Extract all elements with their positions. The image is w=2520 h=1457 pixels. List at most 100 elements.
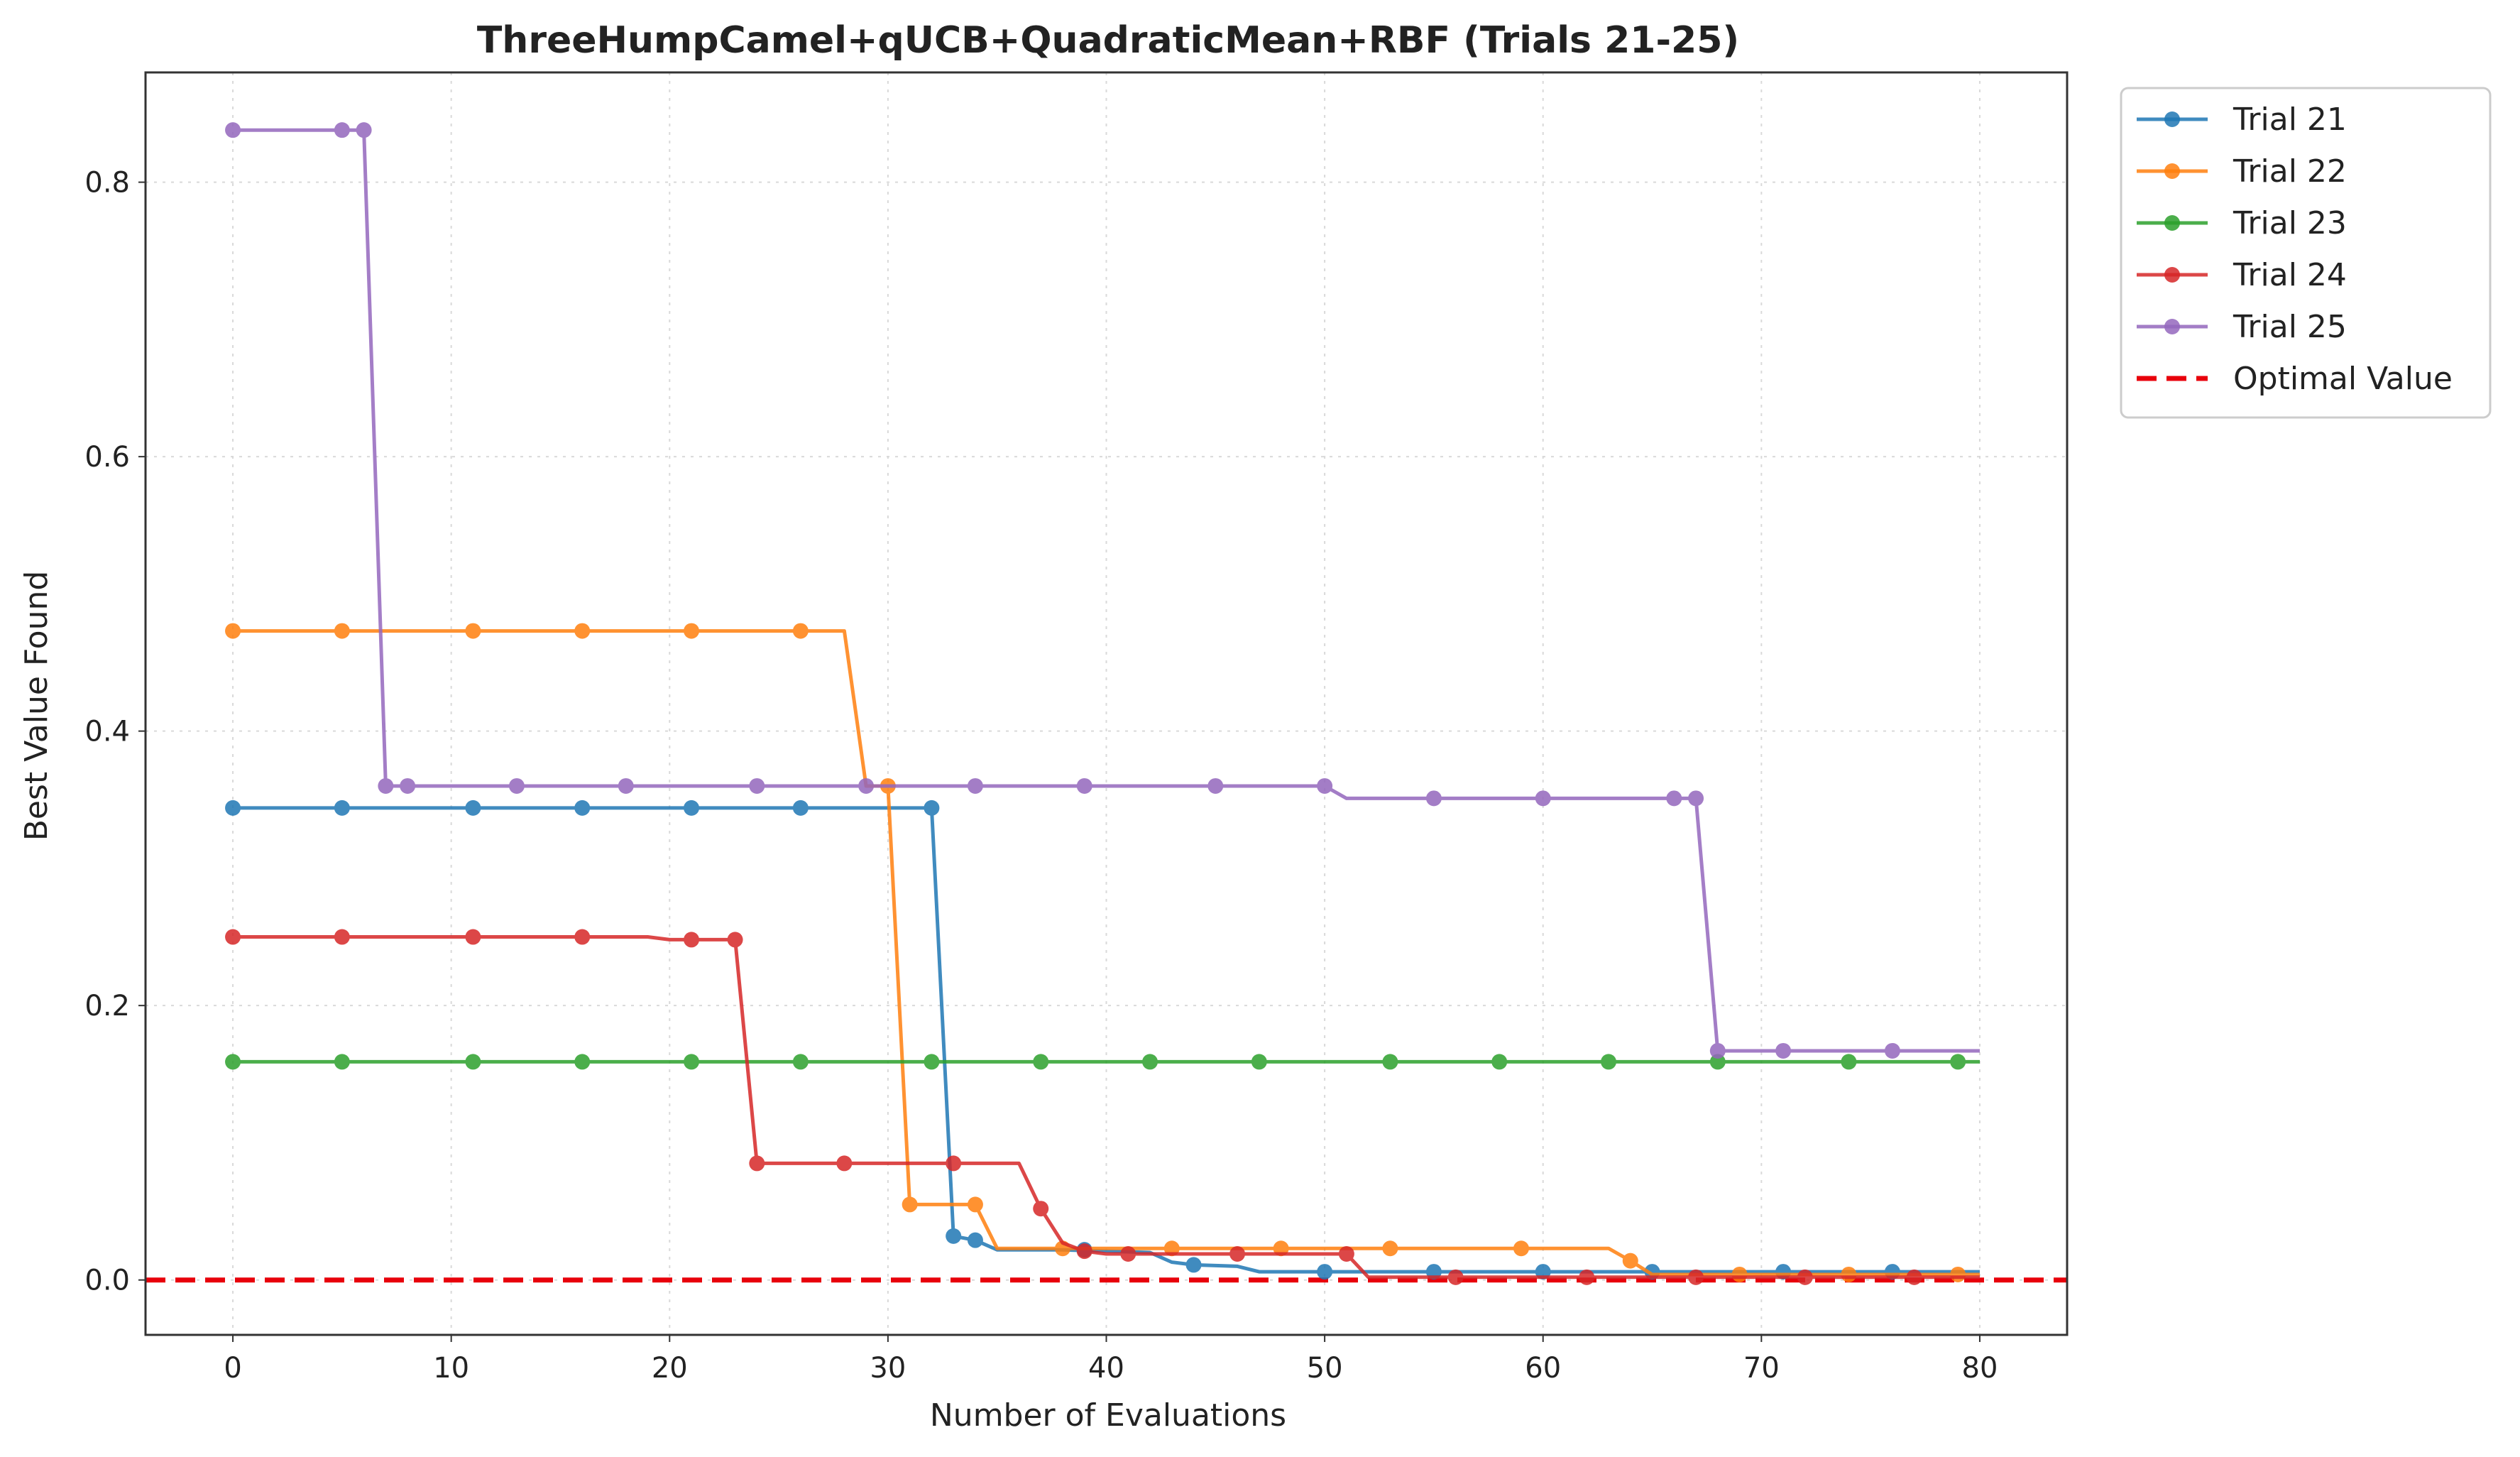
data-point xyxy=(1033,1054,1049,1070)
data-point xyxy=(574,929,591,945)
y-tick-label: 0.0 xyxy=(84,1265,130,1297)
y-axis-label: Best Value Found xyxy=(18,571,55,841)
data-point xyxy=(1317,777,1333,794)
data-point xyxy=(334,929,350,945)
data-point xyxy=(749,1155,765,1172)
data-point xyxy=(334,800,350,816)
data-point xyxy=(225,623,241,639)
data-point xyxy=(1076,1243,1092,1260)
data-point xyxy=(1841,1054,1857,1070)
y-tick-label: 0.2 xyxy=(84,990,130,1022)
data-point xyxy=(1709,1042,1726,1059)
series-trial-24 xyxy=(225,929,1980,1285)
data-point xyxy=(1797,1269,1813,1285)
data-point xyxy=(1688,1269,1704,1285)
series-line xyxy=(233,128,1980,1053)
y-tick-label: 0.6 xyxy=(84,441,130,474)
data-point xyxy=(858,777,875,794)
data-point xyxy=(1491,1054,1508,1070)
x-tick-label: 30 xyxy=(870,1352,906,1385)
x-tick-label: 20 xyxy=(652,1352,688,1385)
data-point xyxy=(684,800,700,816)
legend-marker xyxy=(2164,163,2180,179)
legend-item: Trial 22 xyxy=(2137,153,2347,190)
series-trial-23 xyxy=(225,1054,1980,1070)
x-tick-label: 0 xyxy=(224,1352,241,1385)
y-tick-label: 0.8 xyxy=(84,167,130,200)
data-point xyxy=(792,800,809,816)
data-point xyxy=(1709,1054,1726,1070)
data-point xyxy=(574,1054,591,1070)
data-point xyxy=(1731,1266,1748,1282)
data-point xyxy=(946,1228,962,1244)
x-tick-label: 60 xyxy=(1525,1352,1561,1385)
legend-box xyxy=(2120,87,2492,419)
legend: Trial 21 Trial 22 Trial 23 Trial 24 Trial 25… xyxy=(2120,87,2492,419)
data-point xyxy=(924,1054,940,1070)
data-point xyxy=(924,800,940,816)
series-layer xyxy=(225,122,1980,1285)
data-point xyxy=(1666,790,1682,807)
data-point xyxy=(1688,790,1704,807)
data-point xyxy=(574,623,591,639)
data-point xyxy=(1513,1240,1529,1257)
data-point xyxy=(225,800,241,816)
data-point xyxy=(1317,1264,1333,1280)
chart-title: ThreeHumpCamel+qUCB+QuadraticMean+RBF (T… xyxy=(477,19,1739,62)
data-point xyxy=(618,777,634,794)
legend-item: Trial 21 xyxy=(2137,102,2347,138)
data-point xyxy=(684,932,700,948)
x-tick-label: 10 xyxy=(433,1352,469,1385)
data-point xyxy=(1382,1240,1398,1257)
data-point xyxy=(684,1054,700,1070)
x-tick-label: 80 xyxy=(1962,1352,1998,1385)
data-point xyxy=(508,777,525,794)
x-tick-label: 40 xyxy=(1088,1352,1124,1385)
data-point xyxy=(334,1054,350,1070)
data-point xyxy=(1076,777,1092,794)
data-point xyxy=(1579,1269,1595,1285)
data-point xyxy=(1535,790,1551,807)
legend-label: Trial 25 xyxy=(2233,309,2347,345)
data-point xyxy=(225,122,241,138)
legend-item: Trial 24 xyxy=(2137,257,2347,293)
data-point xyxy=(684,623,700,639)
data-point xyxy=(1601,1054,1617,1070)
x-axis-label: Number of Evaluations xyxy=(930,1397,1286,1434)
data-point xyxy=(574,800,591,816)
ticks: 0 10 20 30 40 50 60 70 80 0.0 0.2 0.4 0.6 0.8 xyxy=(84,167,1998,1385)
data-point xyxy=(1622,1253,1638,1269)
series-trial-25 xyxy=(225,122,1980,1059)
data-point xyxy=(946,1155,962,1172)
legend-marker xyxy=(2164,267,2180,283)
legend-marker xyxy=(2164,215,2180,231)
data-point xyxy=(1950,1054,1966,1070)
data-point xyxy=(1142,1054,1158,1070)
legend-marker xyxy=(2164,111,2180,127)
data-point xyxy=(902,1196,918,1213)
x-tick-label: 70 xyxy=(1743,1352,1780,1385)
data-point xyxy=(1251,1054,1267,1070)
data-point xyxy=(356,122,372,138)
legend-label: Trial 24 xyxy=(2233,257,2347,293)
data-point xyxy=(792,1054,809,1070)
data-point xyxy=(1207,777,1224,794)
data-point xyxy=(378,777,394,794)
legend-label: Trial 21 xyxy=(2233,102,2347,138)
data-point xyxy=(1425,790,1442,807)
data-point xyxy=(465,623,481,639)
data-point xyxy=(792,623,809,639)
data-point xyxy=(967,1232,983,1248)
data-point xyxy=(465,800,481,816)
data-point xyxy=(1950,1266,1966,1282)
data-point xyxy=(1120,1245,1136,1262)
data-point xyxy=(1841,1266,1857,1282)
data-point xyxy=(400,777,416,794)
legend-item: Trial 23 xyxy=(2137,205,2347,241)
x-tick-label: 50 xyxy=(1307,1352,1343,1385)
data-point xyxy=(1338,1245,1354,1262)
legend-label: Optimal Value xyxy=(2233,361,2453,397)
data-point xyxy=(967,1196,983,1213)
